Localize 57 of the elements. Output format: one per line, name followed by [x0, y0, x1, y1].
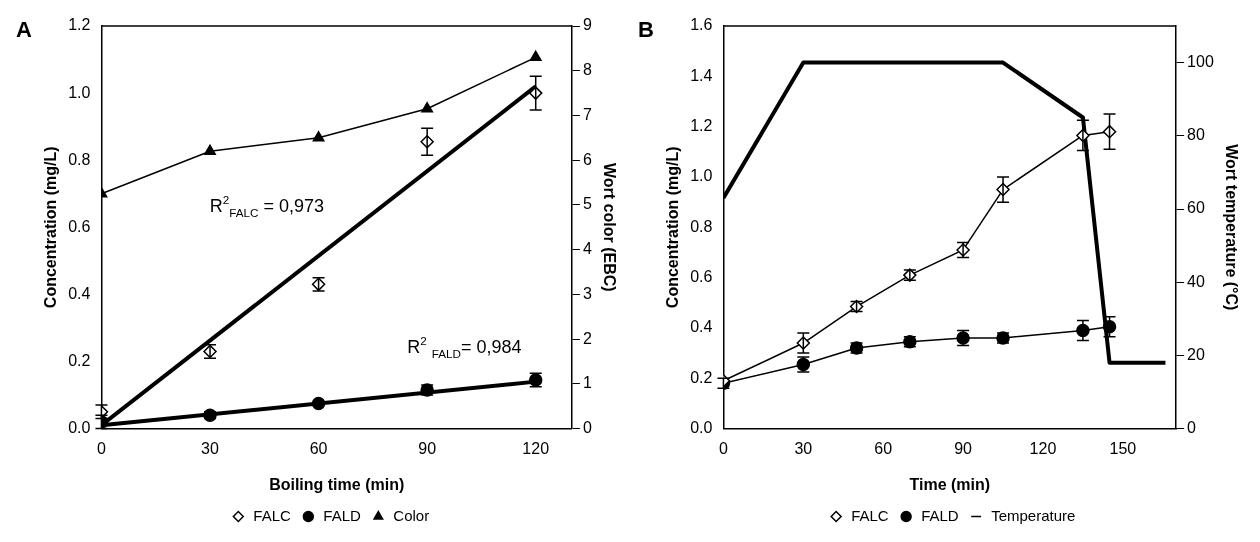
- legend-label: FALD: [323, 506, 362, 524]
- y2-tick-label: 5: [582, 195, 592, 213]
- y-tick-label: 1.2: [690, 117, 713, 135]
- y2-tick-label: 1: [582, 374, 592, 392]
- y-tick-label: 0.0: [68, 419, 91, 437]
- chart-title: A: [16, 17, 32, 43]
- x-tick-label: 120: [1029, 439, 1057, 457]
- x-axis-title: Boiling time (min): [269, 475, 405, 493]
- x-tick-label: 60: [309, 439, 328, 457]
- y-tick-label: 1.6: [690, 16, 713, 34]
- y-tick-label: 0.4: [690, 318, 713, 336]
- y2-tick-label: 20: [1187, 345, 1205, 363]
- x-tick-label: 90: [418, 439, 437, 457]
- legend-label: FALC: [253, 506, 291, 524]
- y-tick-label: 1.2: [68, 16, 91, 34]
- x-tick-label: 30: [794, 439, 813, 457]
- y-tick-label: 0.2: [690, 368, 713, 386]
- y-tick-label: 0.6: [68, 217, 91, 235]
- y2-tick-label: 0: [582, 419, 592, 437]
- y2-tick-label: 40: [1187, 272, 1205, 290]
- x-tick-label: 0: [718, 439, 728, 457]
- y2-tick-label: 4: [582, 240, 592, 258]
- x-tick-label: 120: [522, 439, 550, 457]
- legend-label: Color: [393, 506, 430, 524]
- y2-tick-label: 100: [1187, 53, 1214, 71]
- y-tick-label: 0.0: [690, 419, 713, 437]
- y2-tick-label: 80: [1187, 126, 1205, 144]
- legend-label: FALC: [851, 506, 889, 524]
- y-tick-label: 1.0: [68, 83, 91, 101]
- y2-axis-title: Wort color (EBC): [600, 163, 618, 292]
- chart-title: B: [638, 17, 654, 43]
- y2-tick-label: 8: [582, 61, 592, 79]
- y-axis-title: Concentration (mg/L): [664, 146, 682, 309]
- y-tick-label: 1.0: [690, 167, 713, 185]
- y-tick-label: 0.2: [68, 351, 91, 369]
- legend-label: Temperature: [991, 506, 1076, 524]
- x-tick-label: 150: [1109, 439, 1137, 457]
- y2-tick-label: 9: [582, 16, 592, 34]
- y2-tick-label: 0: [1187, 419, 1197, 437]
- x-axis-title: Time (min): [909, 475, 991, 493]
- x-tick-label: 0: [96, 439, 106, 457]
- y-tick-label: 0.8: [690, 217, 713, 235]
- y-axis-title: Concentration (mg/L): [42, 146, 60, 309]
- y-tick-label: 1.4: [690, 66, 713, 84]
- y-tick-label: 0.8: [68, 150, 91, 168]
- y2-axis-title: Wort temperature (°C): [1222, 144, 1240, 311]
- y2-tick-label: 60: [1187, 199, 1205, 217]
- x-tick-label: 90: [954, 439, 973, 457]
- y2-tick-label: 6: [582, 150, 592, 168]
- y2-tick-label: 7: [582, 105, 592, 123]
- y2-tick-label: 3: [582, 284, 592, 302]
- y-tick-label: 0.6: [690, 268, 713, 286]
- y2-tick-label: 2: [582, 329, 592, 347]
- y-tick-label: 0.4: [68, 284, 91, 302]
- legend-label: FALD: [921, 506, 959, 524]
- x-tick-label: 30: [201, 439, 220, 457]
- x-tick-label: 60: [874, 439, 893, 457]
